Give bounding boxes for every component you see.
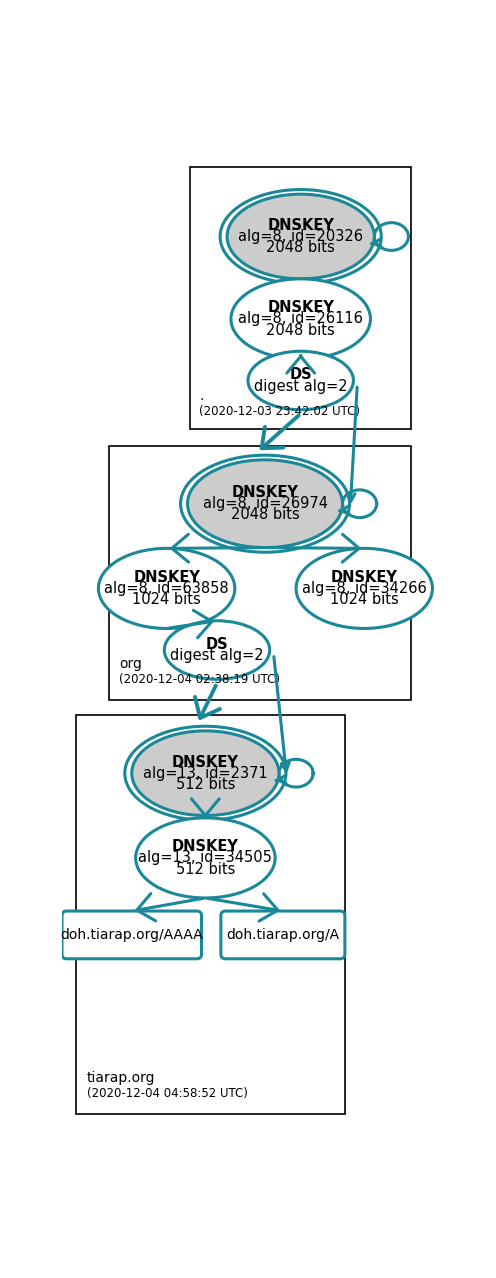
Text: DNSKEY: DNSKEY (172, 754, 239, 769)
Ellipse shape (187, 460, 343, 547)
Text: 512 bits: 512 bits (176, 861, 235, 877)
Text: alg=13, id=34505: alg=13, id=34505 (138, 850, 272, 865)
FancyBboxPatch shape (62, 911, 201, 958)
Ellipse shape (248, 351, 354, 410)
Text: .: . (199, 389, 203, 403)
Text: alg=8, id=26974: alg=8, id=26974 (202, 496, 327, 511)
Text: DNSKEY: DNSKEY (133, 570, 200, 585)
Text: tiarap.org: tiarap.org (87, 1071, 155, 1085)
Ellipse shape (227, 194, 374, 279)
Text: org: org (120, 657, 142, 671)
Ellipse shape (231, 279, 371, 359)
Text: DS: DS (289, 368, 312, 382)
Text: 1024 bits: 1024 bits (132, 592, 201, 607)
Text: alg=8, id=20326: alg=8, id=20326 (238, 229, 363, 244)
Text: (2020-12-03 23:42:02 UTC): (2020-12-03 23:42:02 UTC) (199, 405, 360, 418)
Text: 2048 bits: 2048 bits (266, 322, 335, 337)
Text: DNSKEY: DNSKEY (232, 486, 299, 500)
Text: (2020-12-04 02:38:19 UTC): (2020-12-04 02:38:19 UTC) (120, 674, 280, 686)
Text: DNSKEY: DNSKEY (172, 840, 239, 854)
Text: 1024 bits: 1024 bits (330, 592, 399, 607)
Text: DNSKEY: DNSKEY (267, 217, 334, 233)
Text: alg=8, id=34266: alg=8, id=34266 (302, 581, 427, 596)
Text: DNSKEY: DNSKEY (267, 300, 334, 316)
Text: digest alg=2: digest alg=2 (254, 378, 348, 394)
Text: (2020-12-04 04:58:52 UTC): (2020-12-04 04:58:52 UTC) (87, 1088, 248, 1100)
Text: 512 bits: 512 bits (176, 777, 235, 792)
Bar (109, 446, 411, 700)
Ellipse shape (98, 548, 235, 629)
Ellipse shape (132, 731, 279, 815)
Text: 2048 bits: 2048 bits (266, 240, 335, 256)
Text: doh.tiarap.org/AAAA: doh.tiarap.org/AAAA (61, 928, 203, 942)
Text: DNSKEY: DNSKEY (331, 570, 398, 585)
Bar (76, 716, 345, 1114)
Ellipse shape (164, 621, 270, 680)
Text: digest alg=2: digest alg=2 (170, 648, 264, 663)
Text: alg=8, id=63858: alg=8, id=63858 (104, 581, 229, 596)
Text: alg=8, id=26116: alg=8, id=26116 (238, 312, 363, 326)
Ellipse shape (135, 818, 275, 898)
Text: DS: DS (206, 636, 228, 652)
Text: alg=13, id=2371: alg=13, id=2371 (143, 766, 268, 781)
Ellipse shape (296, 548, 433, 629)
Text: 2048 bits: 2048 bits (231, 507, 300, 523)
FancyBboxPatch shape (221, 911, 345, 958)
Bar (190, 167, 411, 429)
Text: doh.tiarap.org/A: doh.tiarap.org/A (226, 928, 339, 942)
